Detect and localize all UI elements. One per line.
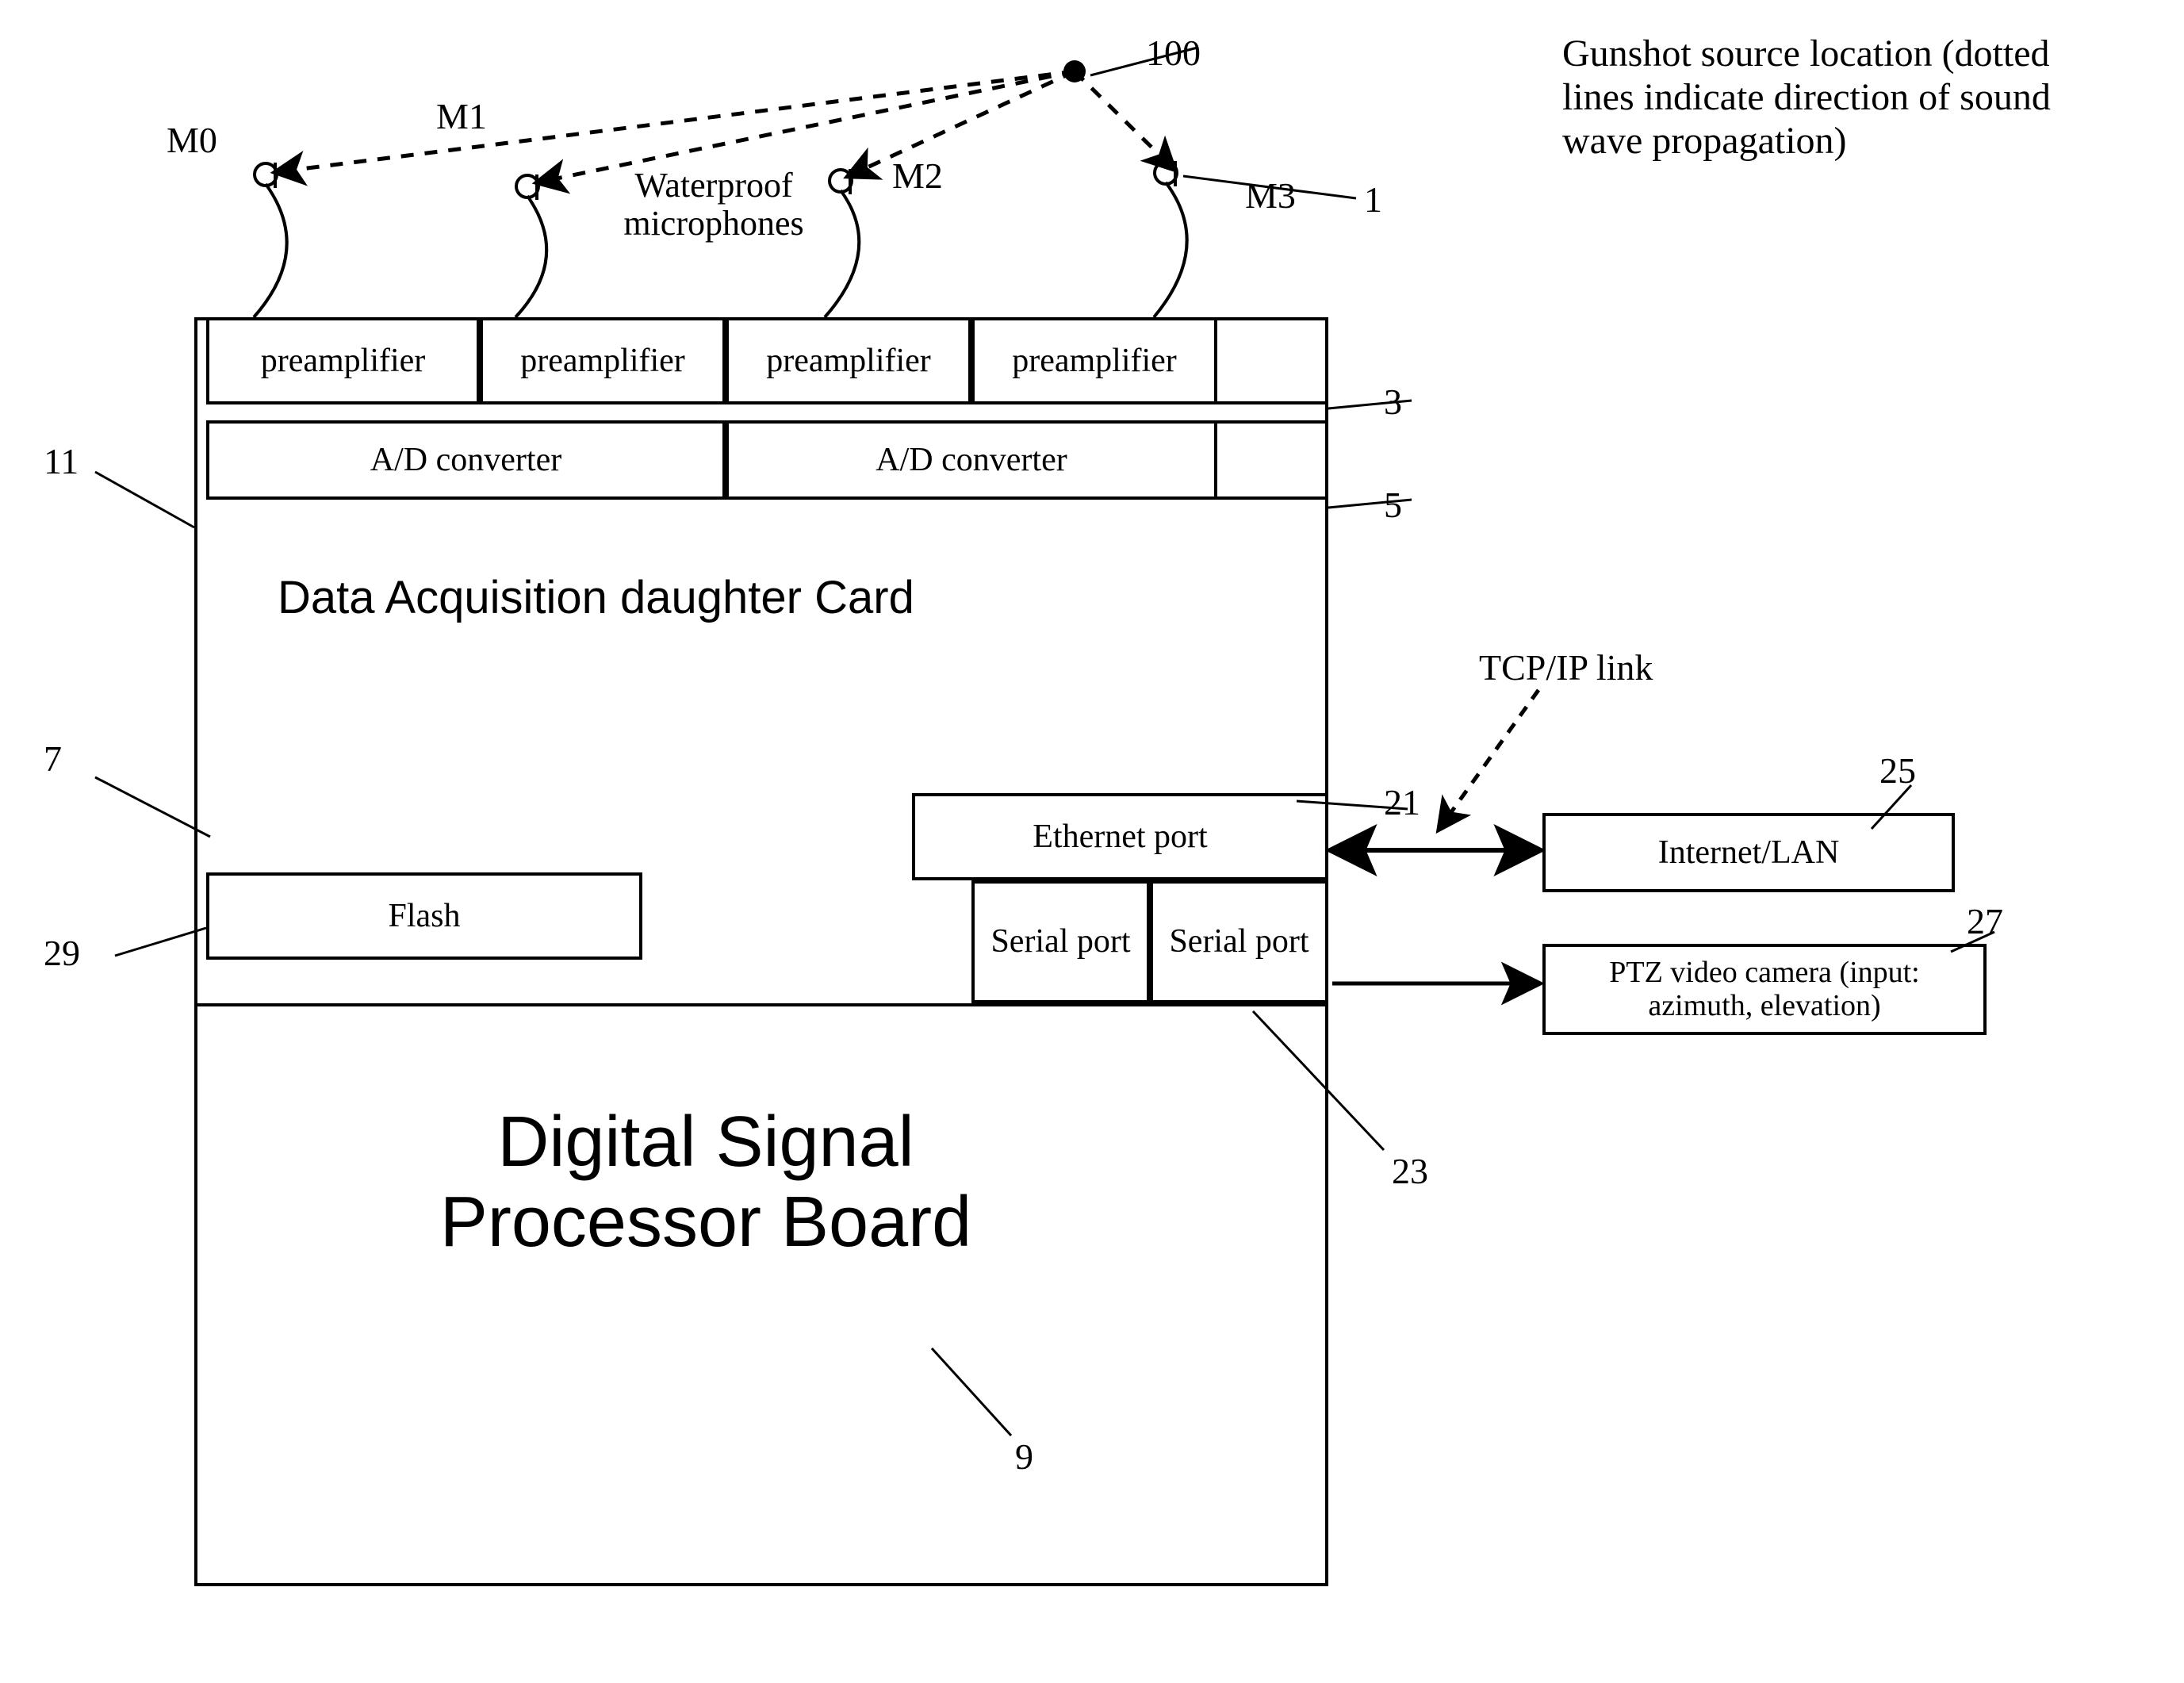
source-point xyxy=(1063,60,1086,82)
ref-11: 11 xyxy=(44,440,79,482)
adc-cell-0: A/D converter xyxy=(206,420,726,500)
tcpip-dashed xyxy=(1439,690,1538,829)
ethernet-box: Ethernet port xyxy=(912,793,1328,880)
dash-to-m2 xyxy=(849,71,1075,176)
lead-7 xyxy=(95,777,210,837)
mic-m2 xyxy=(830,170,852,192)
mic-label-1: M1 xyxy=(436,95,487,137)
ref-9: 9 xyxy=(1015,1436,1033,1478)
annotation-text: Gunshot source location (dotted lines in… xyxy=(1562,32,2102,163)
serial-box-1: Serial port xyxy=(971,880,1150,1003)
dsp-divider xyxy=(194,1003,1328,1006)
preamp-cell-0: preamplifier xyxy=(206,317,480,404)
ref-21: 21 xyxy=(1384,781,1420,823)
stem-m2 xyxy=(825,190,859,317)
diagram-canvas: Gunshot source location (dotted lines in… xyxy=(0,0,2184,1683)
mic-label-2: M2 xyxy=(892,155,943,197)
stem-m0 xyxy=(254,184,287,317)
mic-m1 xyxy=(516,175,538,197)
dsp-title: Digital Signal Processor Board xyxy=(349,1102,1063,1263)
stem-m1 xyxy=(515,196,546,317)
lead-11 xyxy=(95,472,194,527)
flash-box: Flash xyxy=(206,872,642,960)
ref-7: 7 xyxy=(44,738,62,780)
dash-to-m0 xyxy=(276,71,1075,172)
ptz-box: PTZ video camera (input: azimuth, elevat… xyxy=(1542,944,1987,1035)
stem-m3 xyxy=(1154,182,1187,317)
dash-to-m3 xyxy=(1075,71,1174,169)
ref-3: 3 xyxy=(1384,381,1402,423)
preamp-cell-2: preamplifier xyxy=(726,317,971,404)
preamp-cell-3: preamplifier xyxy=(971,317,1217,404)
mic-caption: Waterproof microphones xyxy=(611,167,817,243)
ref-5: 5 xyxy=(1384,484,1402,526)
ref-100: 100 xyxy=(1146,32,1201,74)
ref-25: 25 xyxy=(1879,749,1916,792)
ref-1: 1 xyxy=(1364,178,1382,220)
dash-to-m1 xyxy=(538,71,1075,182)
daq-title: Data Acquisition daughter Card xyxy=(278,571,914,624)
mic-label-3: M3 xyxy=(1245,174,1296,217)
mic-m0 xyxy=(255,163,277,186)
serial-box-2: Serial port xyxy=(1150,880,1328,1003)
lead-29 xyxy=(115,928,206,956)
preamp-cell-1: preamplifier xyxy=(480,317,726,404)
ref-27: 27 xyxy=(1967,900,2003,942)
mic-label-0: M0 xyxy=(167,119,217,161)
adc-cell-1: A/D converter xyxy=(726,420,1217,500)
internet-box: Internet/LAN xyxy=(1542,813,1955,892)
tcpip-label: TCP/IP link xyxy=(1479,646,1653,688)
ref-23: 23 xyxy=(1392,1150,1428,1192)
ref-29: 29 xyxy=(44,932,80,974)
mic-m3 xyxy=(1155,162,1177,184)
